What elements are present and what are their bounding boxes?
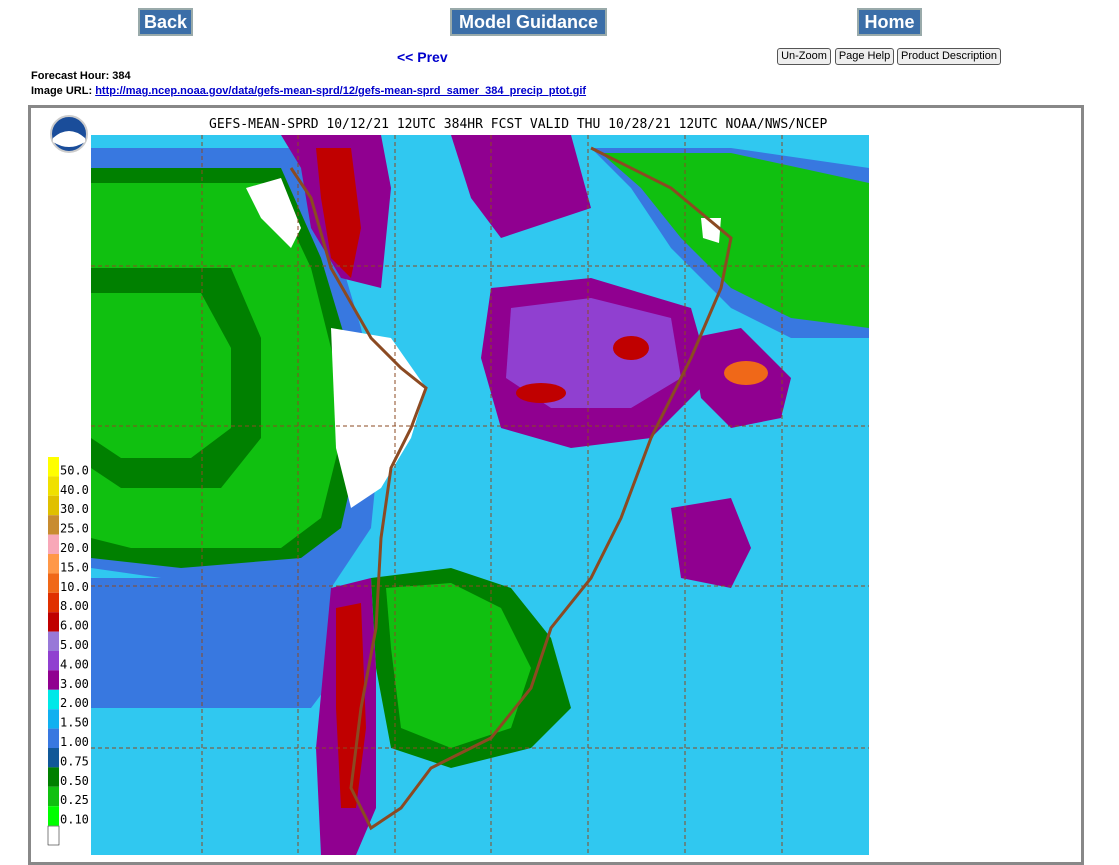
legend-label: 15.0 xyxy=(60,560,89,574)
legend-label: 25.0 xyxy=(60,522,89,536)
legend-swatch xyxy=(48,786,59,807)
graticule xyxy=(91,135,869,855)
unzoom-button[interactable]: Un-Zoom xyxy=(777,48,831,65)
legend-label: 1.00 xyxy=(60,735,89,749)
image-url-link[interactable]: http://mag.ncep.noaa.gov/data/gefs-mean-… xyxy=(95,85,587,97)
back-button[interactable]: Back xyxy=(138,8,193,36)
map: GEFS-MEAN-SPRD 10/12/21 12UTC 384HR FCST… xyxy=(47,115,869,855)
legend-label: 30.0 xyxy=(60,502,89,516)
legend-label: 10.0 xyxy=(60,580,89,594)
legend-swatch xyxy=(48,573,59,593)
legend-swatch xyxy=(48,806,59,826)
legend: 50.0 40.0 30.0 25.0 20.0 15.0 10.0 8.00 6.00 5.00… xyxy=(47,457,89,846)
page-help-button[interactable]: Page Help xyxy=(835,48,894,65)
legend-label: 0.10 xyxy=(60,813,89,827)
legend-swatch xyxy=(48,534,59,554)
legend-label: 1.50 xyxy=(60,716,89,730)
legend-swatch xyxy=(48,651,59,671)
legend-swatch xyxy=(48,476,59,496)
coastlines xyxy=(289,146,733,831)
map-frame: GEFS-MEAN-SPRD 10/12/21 12UTC 384HR FCST… xyxy=(28,105,1084,865)
legend-swatch xyxy=(48,709,59,729)
prev-link[interactable]: << Prev xyxy=(397,49,448,65)
forecast-hour: Forecast Hour: 384 xyxy=(31,70,131,82)
model-guidance-button[interactable]: Model Guidance xyxy=(450,8,607,36)
home-button[interactable]: Home xyxy=(857,8,922,36)
legend-swatch xyxy=(47,825,60,846)
legend-swatch xyxy=(48,495,59,516)
legend-label: 0.25 xyxy=(60,793,89,807)
legend-swatch xyxy=(48,612,59,632)
legend-label: 3.00 xyxy=(60,677,89,691)
legend-label: 20.0 xyxy=(60,541,89,555)
legend-swatch xyxy=(48,554,59,574)
legend-label: 6.00 xyxy=(60,619,89,633)
legend-swatch xyxy=(48,689,59,710)
legend-label: 0.75 xyxy=(60,754,89,768)
legend-label: 40.0 xyxy=(60,483,89,497)
legend-swatch xyxy=(48,515,59,535)
legend-swatch xyxy=(48,670,59,690)
noaa-logo-bird xyxy=(53,131,85,147)
image-url-label: Image URL: xyxy=(31,85,93,97)
legend-label: 4.00 xyxy=(60,657,89,671)
legend-swatch xyxy=(48,728,59,748)
legend-swatch xyxy=(48,631,59,651)
precip-field xyxy=(91,135,869,855)
product-description-button[interactable]: Product Description xyxy=(897,48,1001,65)
legend-label: 8.00 xyxy=(60,599,89,613)
legend-label: 2.00 xyxy=(60,696,89,710)
legend-swatch xyxy=(48,457,59,477)
legend-label: 5.00 xyxy=(60,638,89,652)
legend-swatch xyxy=(48,592,59,613)
map-title: GEFS-MEAN-SPRD 10/12/21 12UTC 384HR FCST… xyxy=(209,117,827,132)
legend-swatch xyxy=(48,748,59,768)
legend-label: 50.0 xyxy=(60,463,89,477)
image-url-row: Image URL: http://mag.ncep.noaa.gov/data… xyxy=(31,85,586,97)
legend-label: 0.50 xyxy=(60,774,89,788)
legend-swatch xyxy=(48,767,59,787)
